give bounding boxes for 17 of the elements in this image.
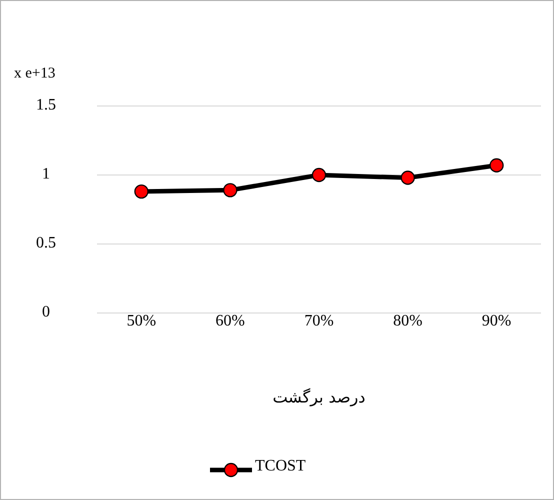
y-tick-label: 1 [42,166,50,183]
point [312,168,326,182]
y-tick-label: 0 [42,304,50,321]
x-tick-label: 60% [216,312,245,330]
y-tick-label: 0.5 [36,234,56,252]
point [400,170,415,185]
point [223,183,238,198]
x-tick-label: 80% [393,312,422,330]
legend-label: TCOST [255,458,306,475]
x-tick-label: 90% [482,312,512,330]
y-axis-title: x e+13 [14,65,56,82]
x-tick-label: 70% [304,312,334,330]
x-tick-label: 50% [126,312,156,330]
x-axis-title: درصد برگشت [272,387,366,406]
point [490,158,504,172]
y-tick-label: 1.5 [36,96,56,114]
point [134,184,148,199]
